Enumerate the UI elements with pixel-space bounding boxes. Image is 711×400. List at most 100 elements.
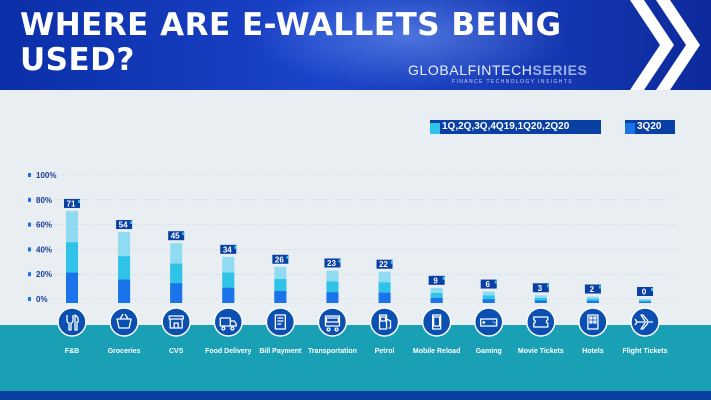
- data-label-box: [272, 254, 289, 264]
- bill-icon: [265, 307, 296, 337]
- bar: [534, 300, 547, 303]
- bar-group: 22: [376, 259, 393, 303]
- bar-group: 9: [428, 275, 445, 303]
- data-label: 34: [223, 245, 232, 254]
- bar: [222, 287, 235, 303]
- bar-group: 54: [116, 220, 133, 303]
- data-label-marker: [182, 232, 185, 236]
- ytick-marker: [28, 197, 31, 202]
- data-label-marker: [546, 284, 549, 288]
- icon-band: [0, 325, 711, 400]
- store-icon: [161, 307, 191, 337]
- airplane-icon: [630, 307, 660, 337]
- category-label: Bill Payment: [259, 348, 302, 355]
- data-label-box: [116, 220, 133, 230]
- bar-group: 2: [584, 284, 601, 303]
- data-label: 23: [327, 259, 336, 268]
- data-label-marker: [390, 260, 393, 264]
- data-label: 3: [538, 284, 543, 293]
- data-label-marker: [338, 259, 341, 263]
- bar: [482, 299, 495, 303]
- ytick-label: 100%: [36, 171, 56, 180]
- brand-strong: SERIES: [532, 62, 588, 78]
- ytick-marker: [28, 222, 31, 227]
- legend-entry-3q20: 3Q20: [625, 120, 675, 134]
- ytick-label: 20%: [36, 270, 52, 279]
- legend-entry-historic: 1Q,2Q,3Q,4Q19,1Q20,2Q20: [430, 120, 601, 134]
- data-label: 22: [379, 260, 388, 269]
- data-label-marker: [442, 276, 445, 280]
- ytick-marker: [28, 247, 31, 252]
- data-label-marker: [130, 221, 133, 225]
- data-label-marker: [494, 280, 497, 284]
- bar-group: 71: [64, 198, 80, 303]
- data-label-marker: [78, 199, 80, 203]
- category-label: Transportation: [307, 348, 357, 355]
- bar-group: 23: [324, 258, 341, 303]
- bar-group: 26: [272, 254, 289, 303]
- ytick-marker: [28, 173, 31, 177]
- data-label-box: [324, 258, 341, 268]
- hotel-building-icon: [578, 307, 608, 337]
- bar: [430, 297, 443, 303]
- brand-logo: GLOBALFINTECHSERIES: [408, 62, 587, 78]
- bar: [66, 272, 78, 303]
- data-label: 2: [590, 285, 595, 294]
- data-label-marker: [651, 288, 653, 291]
- header-glow: [250, 0, 570, 90]
- category-label: CVS: [168, 348, 184, 355]
- chevron-icon: [630, 0, 674, 90]
- legend-label-3q20: 3Q20: [637, 121, 662, 132]
- chevron-decoration: [630, 0, 700, 90]
- bar-group: 3: [532, 283, 549, 303]
- data-label: 71: [67, 199, 76, 208]
- fuel-pump-icon: [369, 307, 400, 337]
- legend-swatch-3q20: [625, 123, 635, 134]
- bus-icon: [317, 307, 348, 337]
- category-label: Mobile Reload: [412, 348, 461, 355]
- data-label-box: [168, 231, 185, 241]
- category-label: Movie Tickets: [517, 348, 564, 355]
- data-label-marker: [598, 285, 601, 289]
- data-label: 54: [119, 221, 128, 230]
- data-label-box: [584, 284, 601, 294]
- header-banner: WHERE ARE E-WALLETS BEING USED? GLOBALFI…: [0, 0, 711, 90]
- data-label-box: [428, 275, 445, 285]
- category-label: Flight Tickets: [622, 348, 668, 355]
- data-label-box: [64, 198, 80, 208]
- bar: [586, 300, 599, 303]
- chevron-icon: [656, 0, 700, 90]
- data-label-box: [637, 287, 653, 296]
- bar-group: 6: [480, 279, 497, 303]
- data-label: 9: [433, 276, 438, 285]
- bar: [170, 283, 183, 303]
- brand-main: GLOBALFINTECH: [408, 62, 533, 78]
- ytick-label: 0%: [36, 295, 48, 304]
- legend-label-historic: 1Q,2Q,3Q,4Q19,1Q20,2Q20: [442, 121, 570, 132]
- data-label-box: [220, 244, 237, 254]
- data-label-marker: [286, 255, 289, 259]
- fork-knife-icon: [57, 307, 87, 337]
- data-label: 45: [171, 232, 180, 241]
- category-label: Food Delivery: [205, 348, 252, 355]
- game-controller-icon: [473, 307, 504, 337]
- data-label-box: [480, 279, 497, 289]
- data-label-marker: [234, 245, 237, 249]
- footer-strip: [0, 391, 711, 400]
- page-title: WHERE ARE E-WALLETS BEING USED?: [20, 7, 562, 78]
- category-label: F&B: [64, 348, 80, 355]
- delivery-truck-icon: [213, 307, 244, 337]
- bar-group: 45: [168, 231, 185, 303]
- ytick-marker: [28, 297, 31, 301]
- category-label: Hotels: [582, 348, 604, 355]
- bar: [274, 291, 287, 303]
- brand-tagline: FINANCE TECHNOLOGY INSIGHTS: [452, 79, 573, 85]
- bar-group: 34: [220, 244, 237, 303]
- mobile-phone-icon: [421, 307, 452, 337]
- data-label: 0: [642, 288, 647, 297]
- grocery-basket-icon: [109, 307, 139, 337]
- bar-group: 0: [637, 287, 653, 303]
- data-label: 26: [275, 255, 284, 264]
- bar: [639, 301, 651, 303]
